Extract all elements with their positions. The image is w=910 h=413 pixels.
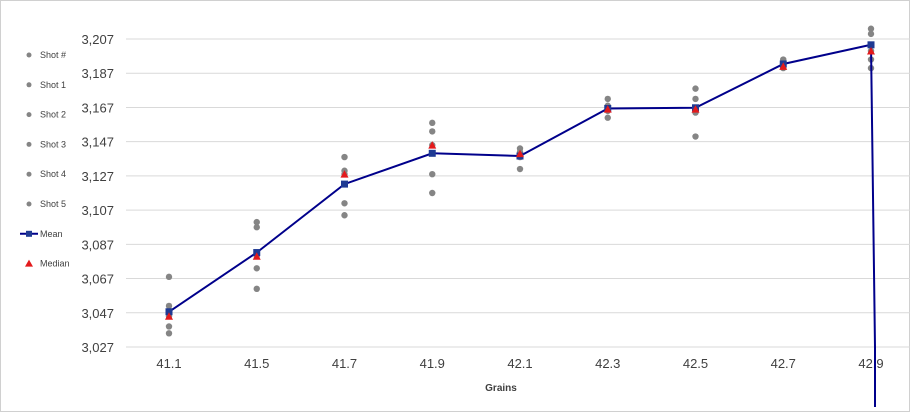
legend-label: Shot # [40,50,66,60]
legend-item: Mean [20,229,63,239]
legend-dot-icon [26,171,32,177]
y-tick-label: 3,147 [81,135,114,150]
legend-dot-icon [26,52,32,58]
legend-label: Median [40,259,70,269]
legend-label: Shot 2 [40,110,66,120]
y-tick-label: 3,107 [81,203,114,218]
legend-item: Shot 5 [26,199,66,209]
x-tick-label: 42.1 [507,356,532,371]
mean-marker [428,149,436,157]
x-axis-title: Grains [485,383,517,394]
y-tick-label: 3,027 [81,340,114,355]
y-tick-label: 3,067 [81,272,114,287]
shot-point [692,95,699,103]
legend-label: Shot 4 [40,169,66,179]
median-marker [779,62,788,70]
median-marker [691,105,700,113]
shot-point [341,200,348,207]
legend-square-icon [26,230,32,237]
shot-point [253,218,260,226]
shot-point [692,133,699,140]
x-tick-label: 42.9 [858,356,883,371]
median-marker [867,46,875,55]
median-marker [603,105,612,113]
shot-point [604,114,611,121]
mean-marker [165,308,173,316]
legend-label: Shot 3 [40,139,66,149]
shot-point [692,85,699,92]
x-tick-label: 42.7 [771,356,796,371]
legend-item: Shot # [26,50,66,60]
x-tick-label: 42.3 [595,356,620,371]
shot-point [165,323,173,330]
shot-point [429,170,436,178]
legend-label: Mean [40,229,63,239]
shot-point [253,285,260,293]
y-tick-label: 3,167 [81,100,114,115]
y-tick-label: 3,127 [81,169,114,184]
mean-series [165,41,876,407]
mean-marker [867,41,875,49]
shot-point [867,30,875,38]
x-tick-label: 42.5 [683,356,708,371]
median-marker [516,149,524,158]
y-axis-ticks: 3,027 3,047 3,067 3,087 3,107 3,127 3,147 3,167… [81,32,114,355]
shot-point [165,273,173,281]
legend-item: Shot 2 [26,110,66,120]
median-marker [428,141,437,149]
y-tick-label: 3,087 [81,237,114,252]
y-tick-label: 3,207 [81,32,114,47]
mean-marker [341,180,348,188]
legend-dot-icon [26,112,32,118]
shot-point [253,265,260,272]
shot-point [165,330,173,337]
shot-point [341,153,348,161]
y-tick-label: 3,047 [81,306,114,321]
x-tick-label: 41.5 [244,356,269,371]
y-tick-label: 3,187 [81,66,114,81]
shot-point [165,302,173,310]
legend-label: Shot 5 [40,199,66,209]
x-tick-label: 41.7 [332,356,357,371]
legend-item: Shot 3 [26,139,66,149]
gridlines [126,38,910,348]
shot-point [429,119,436,127]
median-series [165,46,875,320]
shot-point [516,165,524,173]
legend-dot-icon [26,201,32,207]
legend-triangle-icon [25,259,33,267]
shot-point [429,189,436,197]
median-marker [165,312,173,320]
x-axis-ticks: 41.1 41.5 41.7 41.9 42.1 42.3 42.5 42.7 42.9 [156,356,883,371]
legend-item: Median [25,259,70,269]
shot-point [253,224,260,231]
legend-label: Shot 1 [40,80,66,90]
median-marker [340,170,349,178]
shot-point [867,25,875,32]
shot-point [604,95,611,103]
legend-item: Shot 4 [26,169,66,179]
x-tick-label: 41.1 [156,356,181,371]
legend: Shot # Shot 1 Shot 2 Shot 3 Shot 4 Shot 5 Mean… [20,50,70,269]
x-tick-label: 41.9 [420,356,445,371]
legend-dot-icon [26,141,32,147]
legend-item: Shot 1 [26,80,66,90]
legend-dot-icon [26,82,32,88]
shot-point [429,128,436,135]
shot-point [341,212,348,219]
median-marker [252,252,261,260]
mean-line [168,43,876,407]
